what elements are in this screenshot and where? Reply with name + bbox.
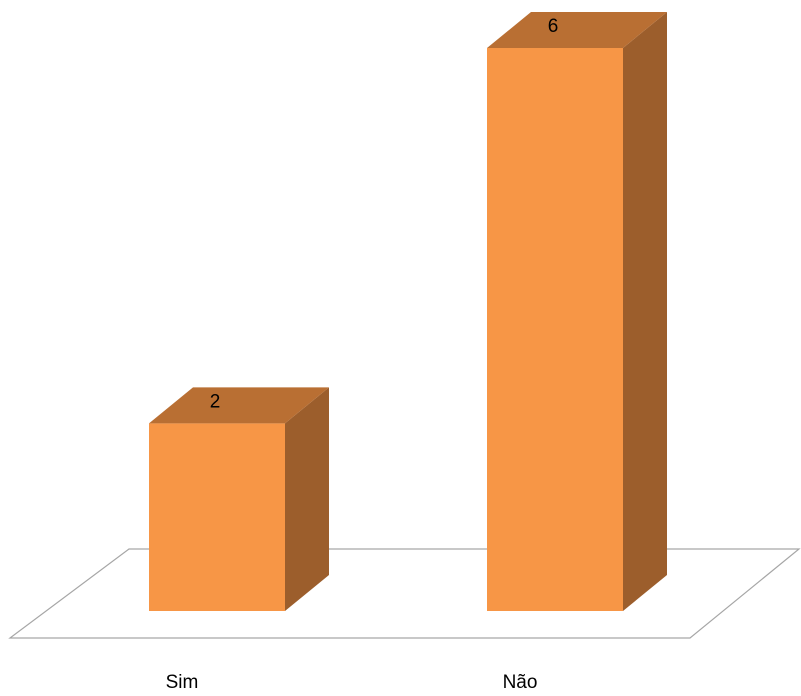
bar-top — [149, 387, 329, 424]
bar-front — [149, 423, 285, 611]
bar-top — [487, 12, 667, 48]
data-label: 6 — [548, 16, 559, 37]
bar-front — [487, 48, 623, 611]
bar-sim — [149, 387, 329, 611]
bar-series — [149, 12, 667, 611]
data-label: 2 — [210, 391, 221, 412]
x-tick-label: Sim — [166, 672, 199, 693]
labels-layer: 2 Sim 6 Não — [166, 16, 559, 693]
bar-n-o — [487, 12, 667, 611]
chart-floor — [8, 548, 801, 639]
x-tick-label: Não — [503, 672, 538, 693]
bar-side — [285, 387, 329, 611]
bar-side — [623, 12, 667, 611]
